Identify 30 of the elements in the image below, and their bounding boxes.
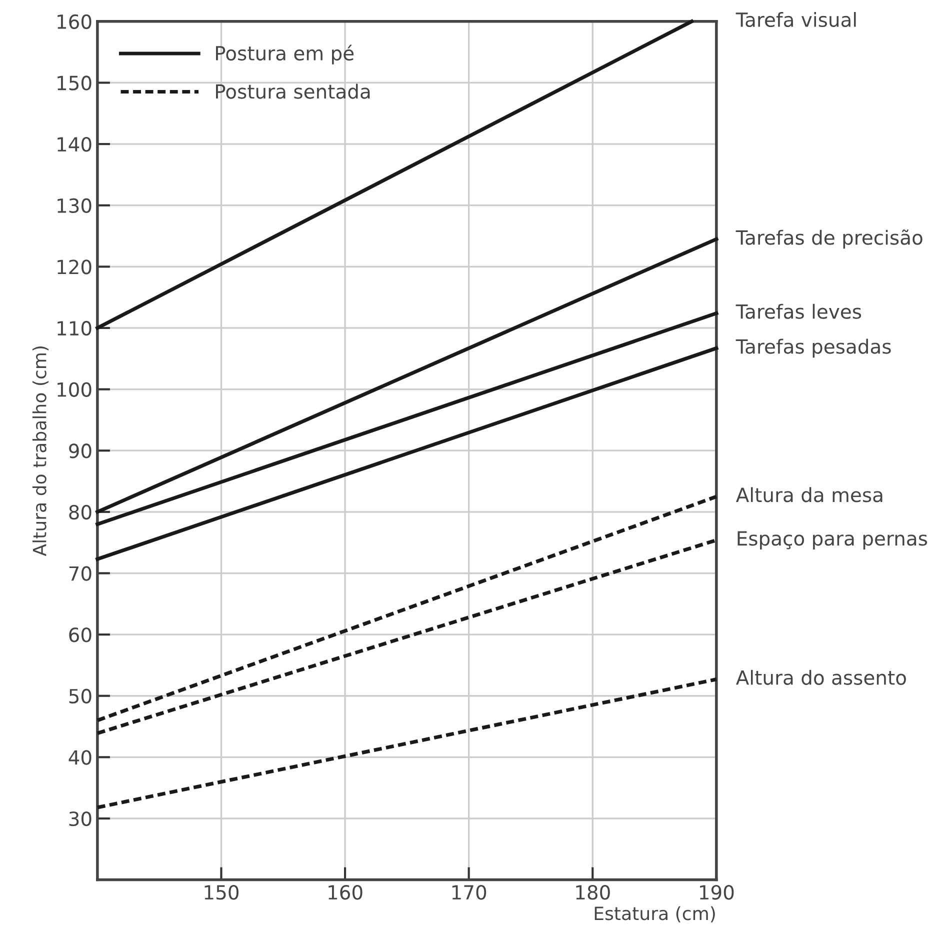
y-tick-label: 100 [58, 382, 92, 397]
x-tick-label: 150 [204, 885, 238, 900]
y-tick-label: 60 [69, 628, 92, 642]
y-tick-label: 130 [58, 198, 92, 214]
y-tick-label: 150 [58, 76, 92, 90]
x-tick-label: 190 [700, 885, 734, 900]
x-tick-label: 180 [576, 885, 610, 900]
y-tick-label: 30 [69, 811, 92, 826]
legend-label: Postura em pé [216, 44, 354, 64]
text: Tarefas pesadas [736, 338, 891, 358]
y-tick-label: 140 [58, 136, 92, 152]
y-tick-label: 70 [69, 566, 92, 581]
y-tick-label: 90 [69, 444, 92, 458]
y-tick-label: 120 [58, 260, 92, 274]
y-tick-label: 160 [58, 14, 92, 30]
x-tick-label: 160 [328, 885, 362, 900]
text: Altura do assento [736, 670, 906, 685]
y-tick-label: 50 [69, 688, 92, 704]
text: Tarefas de precisão [736, 230, 922, 249]
text: Altura da mesa [736, 487, 882, 502]
text: Espaço para pernas [738, 531, 928, 550]
x-tick-label: 170 [452, 885, 486, 900]
text: Tarefa visual [736, 12, 856, 28]
y-tick-label: 40 [68, 750, 92, 765]
y-tick-label: 110 [58, 320, 92, 336]
y-tick-label: 80 [69, 504, 92, 520]
x-axis-title: Estatura (cm) [594, 906, 715, 922]
legend-label: Postura sentada [216, 84, 370, 99]
y-axis-title: Altura do trabalho (cm) [32, 346, 49, 556]
text: Tarefas leves [736, 304, 862, 319]
